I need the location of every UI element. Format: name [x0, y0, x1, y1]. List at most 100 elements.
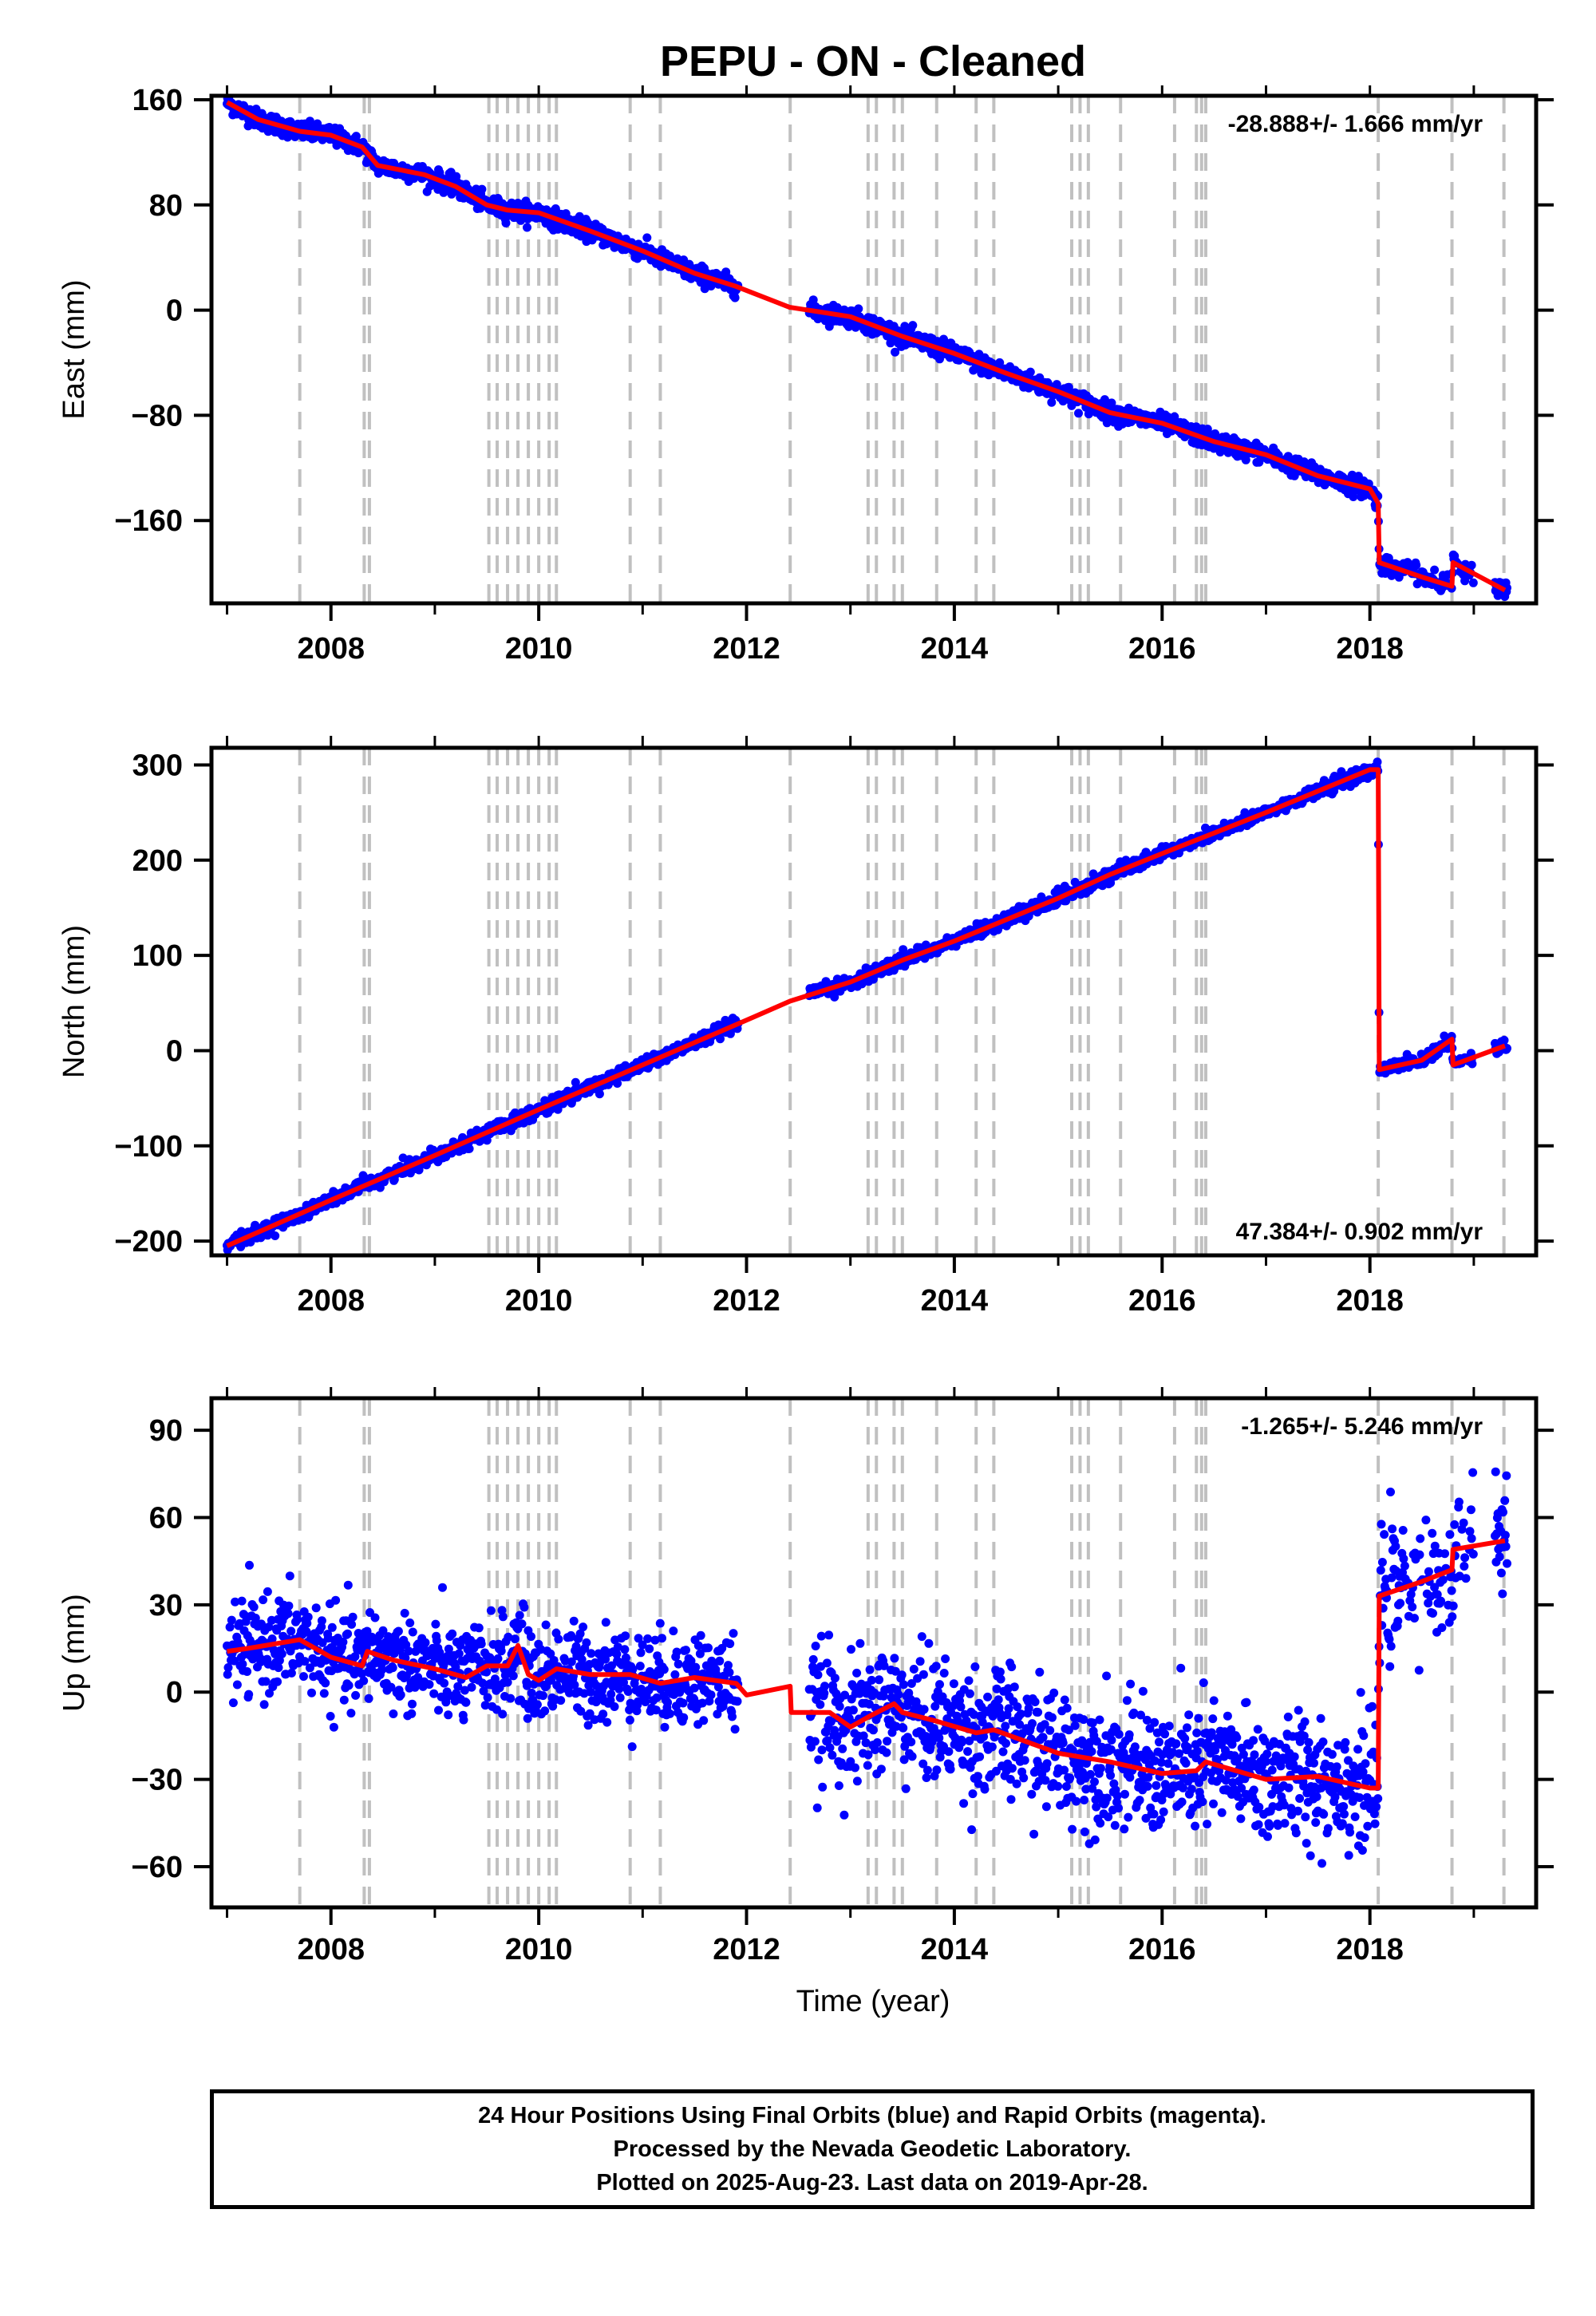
- data-point: [519, 1603, 529, 1612]
- y-tick-label: −80: [132, 399, 183, 433]
- data-point: [576, 1706, 586, 1716]
- data-point: [908, 321, 918, 330]
- data-point: [313, 119, 322, 128]
- data-point: [264, 1622, 274, 1632]
- model-fit-line: [226, 767, 1506, 1248]
- data-point: [259, 1700, 269, 1709]
- rate-label: 47.384+/- 0.902 mm/yr: [1236, 1219, 1483, 1245]
- y-tick-label: −100: [114, 1130, 183, 1164]
- data-point: [527, 1688, 536, 1697]
- x-tick-label: 2008: [297, 632, 365, 666]
- data-point: [444, 1644, 453, 1654]
- plot-frame: [209, 93, 1539, 606]
- data-point: [633, 1697, 642, 1706]
- data-point: [587, 1649, 596, 1658]
- data-point: [408, 1699, 417, 1709]
- data-point: [474, 1623, 484, 1633]
- data-point: [386, 1682, 396, 1692]
- data-point: [510, 1634, 519, 1644]
- data-point: [540, 1706, 550, 1716]
- data-point: [359, 1676, 369, 1686]
- data-point: [303, 1612, 313, 1622]
- data-point: [454, 1649, 464, 1658]
- data-point: [347, 1619, 357, 1629]
- data-point: [329, 1722, 338, 1732]
- data-point: [716, 1034, 725, 1044]
- data-point: [408, 1627, 417, 1637]
- data-point: [606, 1690, 616, 1699]
- y-tick-label: 0: [166, 1034, 183, 1068]
- data-point: [293, 1614, 302, 1624]
- data-point: [311, 1603, 321, 1613]
- data-point: [271, 1231, 280, 1240]
- data-point: [476, 1639, 486, 1649]
- data-point: [623, 1687, 633, 1696]
- data-point: [613, 1642, 622, 1652]
- data-point: [307, 1688, 316, 1697]
- data-point: [431, 1619, 440, 1629]
- x-tick-label: 2012: [713, 632, 780, 666]
- data-point: [317, 1616, 326, 1626]
- data-point: [440, 1678, 449, 1688]
- data-point: [498, 1612, 508, 1622]
- x-tick-label: 2010: [505, 1284, 573, 1318]
- data-point: [460, 1686, 469, 1695]
- data-point: [899, 945, 908, 954]
- y-tick-label: 80: [149, 189, 183, 223]
- data-point: [225, 1622, 235, 1632]
- data-point: [1373, 757, 1382, 767]
- data-point: [351, 132, 361, 141]
- data-point: [238, 1659, 247, 1669]
- data-point: [808, 295, 818, 305]
- data-point: [274, 1663, 283, 1673]
- x-tick-label: 2016: [1128, 632, 1196, 666]
- data-point: [404, 1646, 413, 1656]
- panel-1: 2008 2010 2012 2014 2016 20183002001000−100−2…: [57, 736, 1554, 1318]
- plot-frame: [209, 745, 1539, 1258]
- data-point: [343, 1580, 353, 1590]
- data-point: [479, 1686, 488, 1696]
- data-point: [613, 1079, 622, 1088]
- data-point: [326, 1712, 335, 1721]
- data-point: [434, 1705, 443, 1715]
- data-point: [1107, 398, 1116, 408]
- x-tick-label: 2018: [1336, 1284, 1404, 1318]
- data-point: [251, 1614, 260, 1622]
- data-point: [378, 1626, 388, 1635]
- panel-0: 2008 2010 2012 2014 2016 2018160800−80−160Eas…: [57, 84, 1554, 666]
- data-point: [567, 1657, 576, 1666]
- data-point: [300, 1657, 310, 1666]
- data-point: [515, 1611, 524, 1620]
- data-point: [523, 1713, 532, 1723]
- data-point: [591, 1697, 601, 1707]
- data-point: [614, 1684, 624, 1694]
- data-point: [364, 1694, 373, 1703]
- y-tick-label: −160: [114, 504, 183, 538]
- data-point: [486, 1606, 496, 1615]
- data-point: [601, 1654, 610, 1664]
- data-point: [453, 1682, 463, 1691]
- x-tick-label: 2018: [1336, 632, 1404, 666]
- data-point: [935, 354, 944, 364]
- data-point: [482, 1136, 492, 1145]
- y-tick-label: −200: [114, 1225, 183, 1259]
- data-point: [583, 1721, 593, 1730]
- x-tick-label: 2010: [505, 632, 573, 666]
- data-point: [517, 1619, 527, 1629]
- data-point: [259, 1595, 268, 1605]
- data-point: [461, 1697, 471, 1707]
- data-point: [610, 1702, 619, 1711]
- data-point: [1412, 560, 1421, 570]
- y-tick-label: 200: [132, 844, 183, 878]
- data-point: [546, 1649, 555, 1658]
- data-point: [327, 1622, 337, 1632]
- data-point: [261, 1677, 271, 1686]
- data-point: [448, 1629, 457, 1638]
- data-point: [285, 1571, 294, 1581]
- x-tick-label: 2014: [921, 1284, 989, 1318]
- data-point: [459, 1715, 468, 1725]
- data-point: [286, 1668, 296, 1678]
- data-point: [432, 1636, 441, 1646]
- data-point: [503, 1678, 512, 1687]
- panel-2: 2008 2010 2012 2014 2016 20189060300−30−60Up …: [57, 1387, 1554, 1966]
